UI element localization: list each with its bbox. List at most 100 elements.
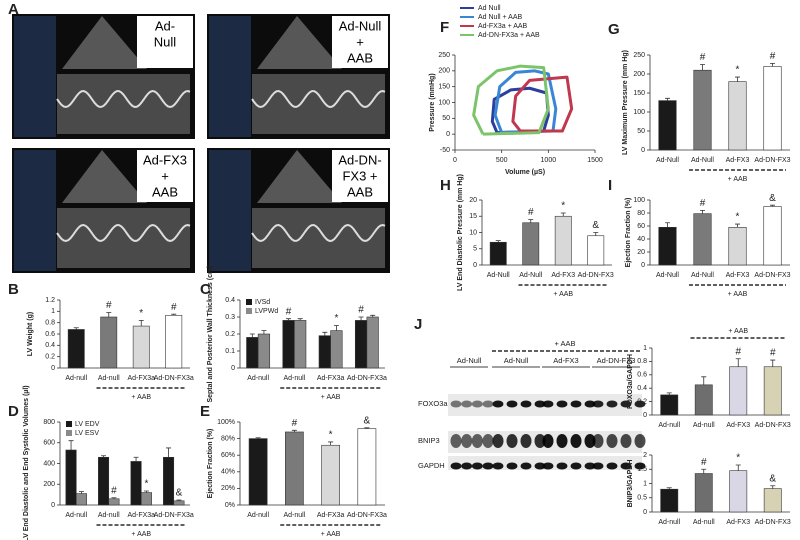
y-tick-label: 15 (469, 213, 477, 220)
echo-mmode (252, 74, 385, 134)
y-tick-label: 0% (225, 502, 235, 509)
bar (98, 456, 110, 506)
echo-readout (209, 16, 251, 137)
x-tick-label: Ad-null (658, 519, 680, 526)
error-bar (333, 325, 339, 331)
significance-mark: # (111, 485, 117, 496)
group-label: + AAB (131, 531, 151, 538)
blot-band (534, 462, 546, 470)
echo-label: Ad-FX3 (143, 152, 187, 167)
bar (248, 438, 268, 506)
error-bar (735, 464, 741, 471)
panel-letter: E (200, 403, 210, 420)
x-tick-label: Ad-null (247, 512, 269, 519)
echo-label-box (332, 16, 388, 68)
bar (354, 320, 368, 369)
bar (660, 488, 679, 513)
y-tick-label: 200 (43, 481, 55, 488)
blot-band (592, 434, 604, 448)
blot-band (570, 400, 582, 408)
blot-band (492, 434, 504, 448)
x-tick-label: Ad-Null (519, 272, 542, 279)
y-tick-label: 0 (641, 147, 645, 154)
group-label: + AAB (321, 394, 341, 401)
bar (587, 235, 605, 266)
error-bar (143, 490, 149, 493)
x-tick-label: Ad-DN-FX3a (347, 375, 387, 382)
bar (763, 66, 782, 151)
bar (694, 384, 713, 416)
y-tick-label: 0 (643, 509, 647, 516)
y-tick-label: 0.4 (45, 342, 55, 349)
error-bar (700, 64, 705, 71)
error-bar (171, 313, 177, 316)
echo-label: AAB (347, 184, 373, 199)
bar (357, 428, 377, 506)
error-bar (255, 437, 261, 439)
echo-readout (209, 150, 251, 271)
y-tick-label: 0.2 (45, 354, 55, 361)
error-bar (701, 468, 707, 474)
x-tick-label: Ad-null (693, 422, 715, 429)
echo-label: Null (154, 34, 177, 49)
error-bar (166, 447, 172, 458)
blot-band (450, 400, 462, 408)
bar (693, 213, 712, 266)
blot-band (556, 400, 568, 408)
significance-mark: & (364, 415, 371, 426)
error-bar (560, 212, 566, 217)
x-tick-label: Ad-FX3 (726, 157, 750, 164)
x-tick-label: Ad-FX3a (317, 512, 345, 519)
blot-lane-label: Ad-Null (457, 356, 482, 365)
echo-sector (257, 150, 342, 203)
echo-readout (14, 150, 56, 271)
x-tick-label: Ad-Null (656, 272, 679, 279)
y-tick-label: 0.6 (637, 372, 647, 379)
y-tick-label: 40% (221, 469, 235, 476)
bar (132, 325, 150, 369)
error-bar (665, 97, 670, 101)
y-tick-label: 200 (633, 71, 645, 78)
x-tick-label: Ad-FX3 (726, 422, 750, 429)
y-tick-label: 800 (43, 419, 55, 426)
blot-band (634, 462, 646, 470)
panel-letter: I (608, 177, 612, 194)
x-tick-label: Ad-DN-FX3 (754, 157, 790, 164)
echo-label: + (161, 168, 169, 183)
blot-band (584, 434, 596, 448)
y-tick-label: 5 (473, 246, 477, 253)
blot-band (461, 462, 473, 470)
error-bar (261, 330, 267, 334)
bar (330, 330, 343, 369)
echo-sector (257, 16, 342, 69)
x-tick-label: Ad-null (658, 422, 680, 429)
echo-label: FX3 + (342, 168, 377, 183)
significance-mark: # (292, 418, 298, 429)
blot-band (584, 400, 596, 408)
bar (366, 316, 379, 369)
y-tick-label: 0 (643, 412, 647, 419)
legend-label: LV EDV (75, 421, 100, 428)
bar (282, 320, 295, 369)
y-tick-label: 200 (438, 68, 450, 75)
bar (729, 366, 748, 416)
bar (67, 329, 85, 369)
blot-band (592, 462, 604, 470)
significance-mark: # (286, 306, 292, 317)
blot-band (520, 462, 532, 470)
bar (75, 493, 87, 506)
blot-band (534, 434, 546, 448)
blot-band (482, 462, 494, 470)
x-tick-label: Ad-DN-FX3 (754, 272, 790, 279)
legend-swatch (246, 299, 252, 305)
bar (173, 500, 185, 506)
error-bar (364, 427, 370, 429)
blot-row-label: FOXO3a (418, 399, 448, 408)
y-tick-label: 0.3 (225, 314, 235, 321)
y-tick-label: 0.5 (637, 495, 647, 502)
echo-wall (251, 223, 386, 243)
y-tick-label: 100% (217, 419, 235, 426)
error-bar (138, 320, 144, 327)
x-tick-label: Ad-DN-FX3 (578, 272, 614, 279)
